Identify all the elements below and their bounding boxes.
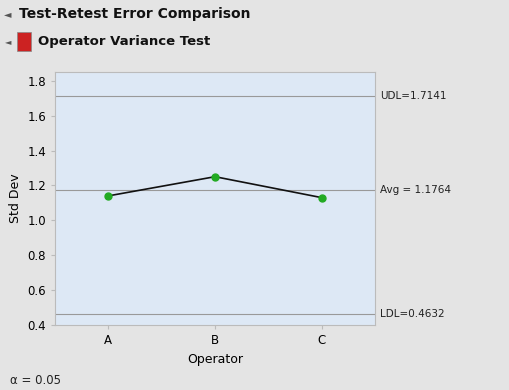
Text: Avg = 1.1764: Avg = 1.1764: [380, 184, 451, 195]
Text: Test-Retest Error Comparison: Test-Retest Error Comparison: [19, 7, 251, 21]
Text: LDL=0.4632: LDL=0.4632: [380, 309, 445, 319]
Text: ◄: ◄: [5, 37, 12, 46]
Text: UDL=1.7141: UDL=1.7141: [380, 91, 446, 101]
Y-axis label: Std Dev: Std Dev: [9, 174, 22, 223]
FancyBboxPatch shape: [17, 32, 31, 51]
Text: ◄: ◄: [4, 9, 12, 19]
Text: α = 0.05: α = 0.05: [10, 374, 61, 387]
X-axis label: Operator: Operator: [187, 353, 243, 365]
Text: Operator Variance Test: Operator Variance Test: [38, 35, 210, 48]
